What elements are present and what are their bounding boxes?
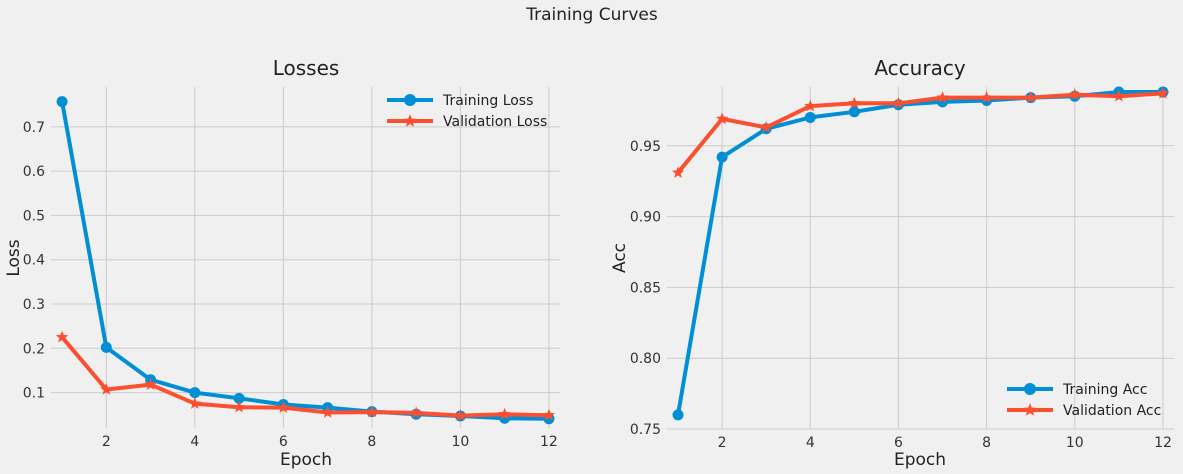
accuracy-x-tick-label: 8 bbox=[982, 435, 991, 451]
losses-chart-title: Losses bbox=[273, 56, 340, 80]
accuracy-data-point bbox=[715, 112, 729, 125]
accuracy-plot-area bbox=[667, 87, 1174, 429]
accuracy-data-point bbox=[980, 91, 993, 103]
accuracy-data-point bbox=[671, 166, 685, 178]
accuracy-y-tick-label: 0.95 bbox=[630, 139, 661, 155]
losses-plot-area bbox=[51, 87, 560, 428]
accuracy-data-point bbox=[848, 106, 860, 118]
accuracy-data-point bbox=[892, 96, 905, 109]
losses-data-point bbox=[365, 405, 379, 418]
accuracy-series-line bbox=[676, 91, 1165, 175]
accuracy-data-point bbox=[804, 111, 816, 123]
losses-data-point bbox=[188, 397, 201, 409]
accuracy-grid bbox=[667, 87, 1174, 430]
losses-legend-marker bbox=[403, 114, 417, 127]
losses-x-axis-label: Epoch bbox=[280, 450, 332, 470]
losses-y-tick-label: 0.7 bbox=[23, 120, 45, 136]
accuracy-y-tick-label: 0.90 bbox=[630, 210, 661, 226]
losses-y-tick-label: 0.5 bbox=[23, 208, 45, 224]
accuracy-data-point bbox=[1156, 86, 1170, 99]
losses-x-tick-label: 4 bbox=[190, 434, 199, 450]
accuracy-legend-label: Training Acc bbox=[1062, 382, 1147, 398]
losses-y-tick-label: 0.3 bbox=[23, 297, 45, 313]
losses-x-tick-label: 6 bbox=[279, 434, 288, 450]
accuracy-x-axis-label: Epoch bbox=[894, 450, 946, 470]
accuracy-x-tick-label: 6 bbox=[894, 435, 903, 451]
accuracy-legend-marker bbox=[1023, 403, 1037, 416]
losses-grid bbox=[51, 87, 560, 428]
accuracy-data-point bbox=[1024, 91, 1037, 103]
losses-chart: Losses Epoch Loss 2 4 6 8 10 12 0.1 0.2 0.3 0.4 0.… bbox=[4, 56, 560, 470]
accuracy-chart: Accuracy Epoch Acc 2 4 6 8 10 12 0.75 0.80 0.85 0… bbox=[610, 56, 1174, 470]
losses-legend: Training Loss Validation Loss bbox=[387, 93, 547, 130]
accuracy-y-tick-label: 0.80 bbox=[630, 351, 661, 367]
losses-y-tick-label: 0.2 bbox=[23, 341, 45, 357]
accuracy-data-point bbox=[716, 151, 728, 163]
losses-data-point bbox=[410, 406, 423, 419]
losses-data-point bbox=[100, 341, 112, 353]
losses-data-point bbox=[56, 96, 68, 108]
accuracy-ticks: 2 4 6 8 10 12 0.75 0.80 0.85 0.90 0.95 bbox=[630, 139, 1172, 451]
losses-data-point bbox=[189, 387, 201, 399]
losses-y-tick-label: 0.6 bbox=[23, 164, 45, 180]
losses-y-tick-label: 0.1 bbox=[23, 386, 45, 402]
accuracy-legend-label: Validation Acc bbox=[1063, 403, 1161, 419]
accuracy-series-validation bbox=[671, 86, 1170, 178]
losses-data-point bbox=[232, 400, 246, 413]
losses-data-point bbox=[144, 378, 157, 390]
losses-data-point bbox=[100, 383, 113, 395]
losses-series-validation bbox=[55, 330, 556, 421]
losses-x-tick-label: 12 bbox=[540, 434, 558, 450]
losses-legend-marker bbox=[404, 94, 416, 106]
accuracy-chart-title: Accuracy bbox=[874, 56, 965, 80]
losses-legend-label: Validation Loss bbox=[443, 114, 547, 130]
accuracy-data-point bbox=[672, 409, 684, 421]
accuracy-legend-marker bbox=[1024, 383, 1036, 395]
accuracy-data-point bbox=[760, 120, 773, 133]
accuracy-legend: Training Acc Validation Acc bbox=[1007, 382, 1161, 419]
accuracy-data-point bbox=[848, 96, 861, 109]
figure-suptitle: Training Curves bbox=[525, 5, 658, 25]
losses-data-point bbox=[277, 401, 290, 413]
losses-y-axis-label: Loss bbox=[4, 239, 24, 276]
losses-x-tick-label: 2 bbox=[102, 434, 111, 450]
accuracy-x-tick-label: 10 bbox=[1066, 435, 1084, 451]
losses-data-point bbox=[233, 392, 245, 404]
losses-ticks: 2 4 6 8 10 12 0.1 0.2 0.3 0.4 0.5 0.6 0.7 bbox=[23, 120, 558, 450]
accuracy-data-point bbox=[1068, 88, 1081, 100]
accuracy-y-tick-label: 0.85 bbox=[630, 280, 661, 296]
losses-data-point bbox=[55, 330, 69, 343]
accuracy-data-point bbox=[804, 99, 817, 112]
accuracy-y-axis-label: Acc bbox=[610, 243, 630, 273]
losses-legend-label: Training Loss bbox=[442, 93, 533, 109]
accuracy-data-point bbox=[936, 91, 949, 103]
losses-x-tick-label: 10 bbox=[451, 434, 469, 450]
accuracy-x-tick-label: 12 bbox=[1154, 435, 1172, 451]
losses-data-point bbox=[454, 409, 467, 421]
accuracy-data-point bbox=[1112, 89, 1126, 102]
losses-series-line bbox=[60, 335, 551, 418]
accuracy-x-tick-label: 4 bbox=[806, 435, 815, 451]
losses-data-point bbox=[321, 406, 334, 418]
accuracy-y-tick-label: 0.75 bbox=[630, 422, 661, 438]
losses-x-tick-label: 8 bbox=[367, 434, 376, 450]
losses-data-point bbox=[542, 408, 556, 421]
losses-data-point bbox=[498, 407, 511, 420]
accuracy-x-tick-label: 2 bbox=[718, 435, 727, 451]
losses-y-tick-label: 0.4 bbox=[23, 253, 45, 269]
